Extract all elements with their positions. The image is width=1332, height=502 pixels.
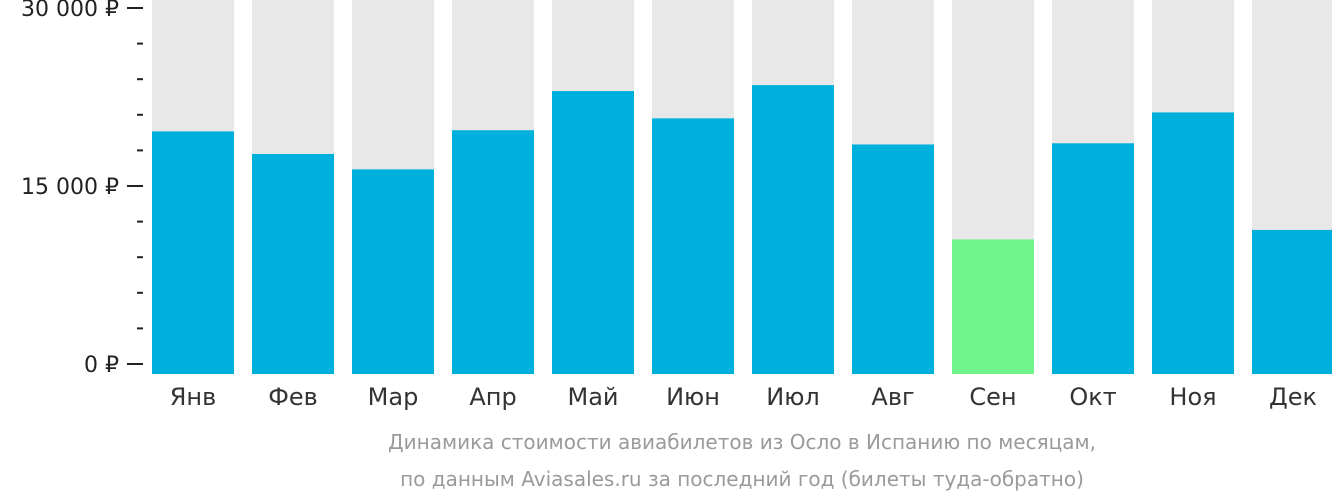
y-tick-label: 30 000 ₽ <box>21 0 119 22</box>
x-tick-label: Май <box>567 383 618 411</box>
x-tick-label: Апр <box>469 383 516 411</box>
x-tick-label: Авг <box>871 383 914 411</box>
bar <box>352 169 434 374</box>
bar <box>1152 112 1234 374</box>
x-tick-label: Дек <box>1269 383 1317 411</box>
x-tick-label: Фев <box>268 383 318 411</box>
bar <box>252 153 334 374</box>
y-tick-label: 15 000 ₽ <box>21 175 119 200</box>
x-tick-label: Сен <box>969 383 1016 411</box>
bar <box>1052 143 1134 374</box>
chart-caption-line-1: Динамика стоимости авиабилетов из Осло в… <box>388 430 1096 454</box>
x-tick-label: Мар <box>368 383 419 411</box>
bar <box>752 85 834 374</box>
x-tick-label: Окт <box>1069 383 1116 411</box>
bar <box>552 91 634 375</box>
bar <box>652 118 734 374</box>
bar <box>152 131 234 374</box>
x-tick-label: Янв <box>170 383 217 411</box>
y-tick-label: 0 ₽ <box>84 353 119 378</box>
bar <box>852 144 934 374</box>
x-tick-label: Ноя <box>1169 383 1216 411</box>
bar <box>1252 229 1332 374</box>
x-tick-label: Июн <box>666 383 720 411</box>
bar <box>952 239 1034 374</box>
bar <box>452 130 534 374</box>
price-bar-chart: 0 ₽ 15 000 ₽ 30 000 ₽ Янв Фев Мар Апр Май Июн Июл… <box>21 0 1332 411</box>
chart-caption-line-2: по данным Aviasales.ru за последний год … <box>400 467 1084 491</box>
x-tick-label: Июл <box>766 383 820 411</box>
